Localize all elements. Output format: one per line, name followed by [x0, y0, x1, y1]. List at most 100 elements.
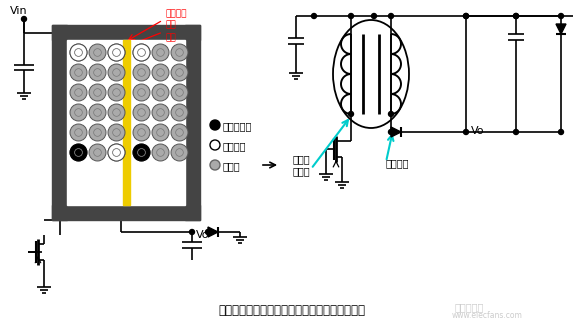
Circle shape [113, 49, 120, 56]
Circle shape [210, 140, 220, 150]
Bar [52, 25, 67, 220]
Circle shape [108, 44, 125, 61]
Circle shape [113, 49, 120, 56]
Circle shape [138, 109, 145, 116]
Circle shape [388, 14, 394, 19]
Circle shape [157, 49, 164, 56]
Circle shape [176, 89, 183, 96]
Circle shape [558, 129, 564, 135]
Circle shape [176, 129, 183, 136]
Circle shape [70, 144, 87, 161]
Circle shape [138, 129, 145, 136]
Circle shape [70, 144, 87, 161]
Circle shape [138, 49, 145, 56]
Circle shape [89, 124, 106, 141]
Circle shape [558, 14, 564, 19]
Circle shape [108, 64, 125, 81]
Circle shape [464, 14, 468, 19]
Circle shape [133, 44, 150, 61]
Circle shape [93, 149, 102, 156]
Circle shape [89, 84, 106, 101]
Circle shape [349, 111, 353, 116]
Circle shape [464, 129, 468, 135]
Circle shape [157, 149, 164, 156]
Text: 绕组末端: 绕组末端 [223, 141, 246, 151]
Circle shape [93, 69, 102, 76]
Circle shape [138, 49, 145, 56]
Circle shape [171, 44, 188, 61]
Text: 绕线顺序: 绕线顺序 [386, 158, 409, 168]
Circle shape [138, 69, 145, 76]
Text: www.elecfans.com: www.elecfans.com [452, 311, 523, 320]
Circle shape [464, 14, 468, 19]
Polygon shape [208, 227, 218, 237]
Text: 电子发烧友: 电子发烧友 [455, 302, 484, 312]
Circle shape [93, 129, 102, 136]
Circle shape [176, 69, 183, 76]
Text: 绕制一次侧和二次侧绕组时骨架的旋转方向相同: 绕制一次侧和二次侧绕组时骨架的旋转方向相同 [218, 304, 366, 317]
Circle shape [157, 129, 164, 136]
Circle shape [108, 144, 125, 161]
Circle shape [70, 84, 87, 101]
Circle shape [70, 44, 87, 61]
Circle shape [113, 149, 120, 156]
Bar [52, 25, 200, 40]
Circle shape [513, 14, 519, 19]
Circle shape [89, 104, 106, 121]
Circle shape [75, 49, 82, 56]
Circle shape [75, 89, 82, 96]
Circle shape [206, 229, 210, 235]
Circle shape [133, 84, 150, 101]
Circle shape [75, 49, 82, 56]
Circle shape [138, 149, 145, 156]
Circle shape [133, 64, 150, 81]
Circle shape [176, 149, 183, 156]
Text: Vo: Vo [471, 126, 485, 136]
Circle shape [113, 69, 120, 76]
Circle shape [152, 124, 169, 141]
Circle shape [171, 124, 188, 141]
Circle shape [133, 124, 150, 141]
Circle shape [93, 89, 102, 96]
Circle shape [93, 49, 102, 56]
Bar [185, 25, 200, 220]
Text: 骨架: 骨架 [165, 33, 176, 42]
Circle shape [513, 14, 519, 19]
Circle shape [152, 104, 169, 121]
Circle shape [513, 129, 519, 135]
Circle shape [108, 144, 125, 161]
Circle shape [371, 14, 377, 19]
Circle shape [108, 124, 125, 141]
Bar [123, 40, 130, 205]
Circle shape [157, 109, 164, 116]
Circle shape [189, 229, 194, 235]
Circle shape [113, 129, 120, 136]
Bar [52, 205, 200, 220]
Circle shape [133, 144, 150, 161]
Circle shape [75, 149, 82, 156]
Text: 挡墙: 挡墙 [165, 20, 176, 29]
Circle shape [70, 44, 87, 61]
Circle shape [108, 104, 125, 121]
Polygon shape [391, 127, 401, 137]
Circle shape [75, 129, 82, 136]
Circle shape [349, 14, 353, 19]
Circle shape [157, 69, 164, 76]
Circle shape [157, 89, 164, 96]
Circle shape [133, 44, 150, 61]
Circle shape [152, 64, 169, 81]
Text: 静默端: 静默端 [223, 161, 241, 171]
Circle shape [89, 64, 106, 81]
Circle shape [133, 144, 150, 161]
Circle shape [388, 129, 394, 135]
Circle shape [138, 89, 145, 96]
Circle shape [75, 109, 82, 116]
Circle shape [388, 111, 394, 116]
Circle shape [133, 104, 150, 121]
Circle shape [171, 104, 188, 121]
Circle shape [108, 84, 125, 101]
Circle shape [152, 144, 169, 161]
Circle shape [113, 109, 120, 116]
Bar [67, 40, 185, 205]
Text: Vin: Vin [10, 6, 27, 16]
